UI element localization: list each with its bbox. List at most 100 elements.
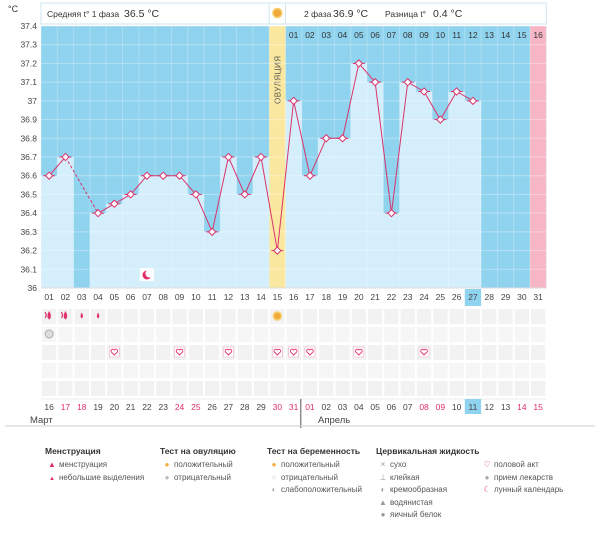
temperature-bar (464, 100, 482, 288)
y-tick-label: 36.2 (20, 246, 37, 256)
legend-ovulation-title: Тест на овуляцию (160, 446, 236, 456)
y-tick-label: 37.3 (20, 40, 37, 50)
date-label: 19 (338, 292, 348, 302)
marker-cell (465, 345, 481, 360)
heart-badge (353, 346, 365, 358)
marker-cell (286, 327, 301, 342)
ovulation-column (269, 26, 286, 288)
legend-item: отрицательный (281, 472, 338, 482)
marker-cell (531, 345, 546, 360)
intercourse-heart-icon (355, 348, 363, 356)
legend-item: слабоположительный (281, 485, 362, 494)
marker-cell (123, 381, 138, 396)
marker-cell (433, 309, 448, 324)
temperature-bar (204, 231, 221, 288)
phase1-value: 36.5 °C (124, 8, 160, 20)
temperature-point (354, 59, 364, 68)
marker-cell (498, 381, 513, 396)
marker-cell (514, 309, 529, 324)
y-tick-label: 37.2 (20, 58, 37, 68)
temperature-point (44, 171, 54, 180)
cycle-day-label: 16 (533, 30, 543, 40)
calendar-date-label: 14 (517, 402, 527, 412)
marker-cell (351, 309, 366, 324)
heart-badge (109, 346, 120, 358)
marker-cell (302, 363, 318, 378)
calendar-date-label: 21 (126, 402, 136, 412)
bbt-chart: °C Средняя t° 1 фаза 36.5 °C 2 фаза 36.9 °C Р… (5, 2, 595, 428)
temperature-line-segment (276, 100, 295, 251)
marker-cell (433, 327, 448, 342)
calendar-date-label: 19 (93, 402, 103, 412)
marker-cell (123, 327, 138, 342)
marker-cell (465, 363, 481, 378)
calendar-date-label: 08 (419, 402, 429, 412)
marker-cell (205, 327, 220, 342)
marker-cell (351, 363, 366, 378)
y-tick-label: 36.6 (20, 171, 37, 181)
marker-cell (188, 363, 203, 378)
temperature-point (468, 96, 478, 106)
marker-cell (107, 363, 122, 378)
y-tick-label: 37 (28, 96, 38, 106)
temperature-point (207, 227, 217, 237)
marker-cell (433, 345, 448, 360)
marker-cell (188, 327, 203, 342)
moon-icon: ☾ (483, 485, 491, 494)
legend-item: положительный (281, 460, 340, 469)
calendar-date-label: 13 (501, 402, 511, 412)
marker-cell (253, 327, 269, 342)
temperature-bar (415, 91, 433, 288)
legend-pregnancy-test: Тест на беременность ● положительный ○ отр… (267, 446, 362, 497)
legend-item: клейкая (390, 472, 420, 482)
marker-cell (58, 363, 73, 378)
marker-cell (531, 381, 546, 396)
month-label-april: Апрель (318, 415, 351, 426)
cycle-day-label: 14 (501, 30, 511, 40)
cycle-day-label: 07 (387, 30, 397, 40)
calendar-date-label: 22 (142, 402, 152, 412)
menstruation-drop-icon (44, 311, 47, 319)
marker-cell (221, 327, 236, 342)
calendar-date-label: 17 (61, 402, 71, 412)
marker-cell (335, 381, 350, 396)
marker-cell (107, 327, 122, 342)
date-label: 15 (273, 292, 283, 302)
marker-cell (188, 309, 203, 324)
date-label: 29 (501, 292, 511, 302)
y-unit-label: °C (8, 4, 19, 14)
date-label: 04 (93, 292, 103, 302)
date-label: 21 (370, 292, 380, 302)
calendar-date-label: 15 (533, 402, 543, 412)
date-label: 12 (224, 292, 234, 302)
today-calendar-highlight (464, 399, 482, 414)
temperature-point (175, 171, 184, 180)
legend-cervical: Цервикальная жидкость × сухо ⊥ клейкая ◐ кр… (376, 446, 479, 522)
marker-cell (139, 327, 155, 342)
legend-cervical-title: Цервикальная жидкость (376, 446, 480, 456)
temperature-bar (432, 119, 449, 288)
marker-cell (156, 327, 171, 342)
legend-ovulation-test: Тест на овуляцию ● положительный ● отрицат… (160, 446, 236, 484)
phase2-value: 36.9 °C (333, 8, 369, 20)
marker-cell (368, 345, 383, 360)
marker-cell (42, 363, 57, 378)
cycle-day-label: 03 (322, 30, 332, 40)
temperature-line-segment (65, 156, 99, 214)
temperature-bar (367, 82, 384, 289)
y-tick-label: 36.3 (20, 227, 37, 237)
temperature-bar (301, 175, 319, 288)
marker-cell (90, 363, 106, 378)
menstruation-drop-icon (96, 312, 100, 319)
dry-icon: × (380, 460, 386, 469)
temperature-line-segment (407, 81, 425, 92)
marker-cell (335, 345, 350, 360)
cycle-day-label: 06 (370, 30, 380, 40)
legend-item: водянистая (390, 497, 433, 507)
temperature-point (370, 77, 380, 87)
calendar-date-label: 30 (273, 402, 283, 412)
marker-cell (531, 363, 546, 378)
marker-cell (123, 309, 138, 324)
y-tick-label: 36.5 (20, 189, 37, 199)
marker-cell (482, 327, 497, 342)
